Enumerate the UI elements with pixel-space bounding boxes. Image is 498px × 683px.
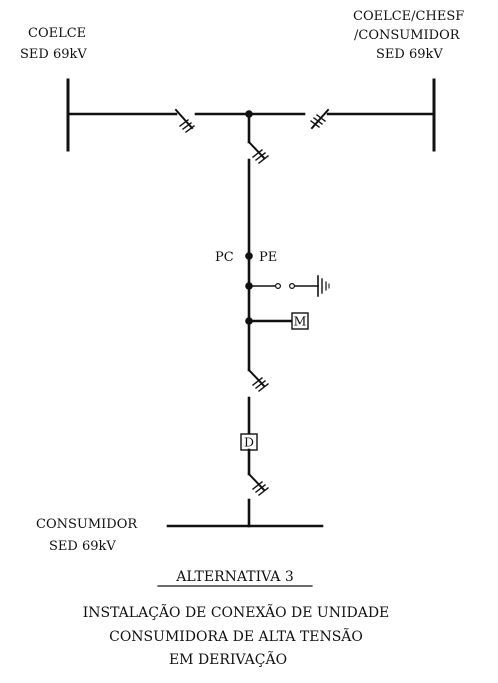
right-source-name-1: COELCE/CHESF <box>353 9 464 24</box>
pc-pe-node <box>245 252 253 260</box>
consumer-voltage: SED 69kV <box>49 539 116 554</box>
right-disconnect-switch <box>310 108 330 130</box>
feeder-lower-switch <box>247 472 269 496</box>
left-disconnect-switch <box>174 108 195 133</box>
caption-line-3: EM DERIVAÇÃO <box>169 650 287 668</box>
consumer-name: CONSUMIDOR <box>36 517 138 532</box>
meter-label: M <box>294 314 307 329</box>
meter-box <box>291 312 309 330</box>
pc-label: PC <box>215 250 234 265</box>
caption-line-1: INSTALAÇÃO DE CONEXÃO DE UNIDADE <box>83 603 390 621</box>
device-label: D <box>244 435 254 450</box>
caption-line-2: CONSUMIDORA DE ALTA TENSÃO <box>109 627 363 645</box>
left-source-name: COELCE <box>28 26 86 41</box>
feeder-upper-switch <box>247 140 269 164</box>
grounding-branch <box>245 282 319 290</box>
feeder-middle-switch <box>247 368 269 392</box>
right-source-voltage: SED 69kV <box>376 47 443 62</box>
meter-branch <box>245 317 293 325</box>
caption-title: ALTERNATIVA 3 <box>175 569 293 585</box>
pe-label: PE <box>259 250 277 265</box>
right-source-name-2: /CONSUMIDOR <box>354 28 461 43</box>
ground-icon <box>317 275 330 297</box>
left-source-voltage: SED 69kV <box>20 47 87 62</box>
